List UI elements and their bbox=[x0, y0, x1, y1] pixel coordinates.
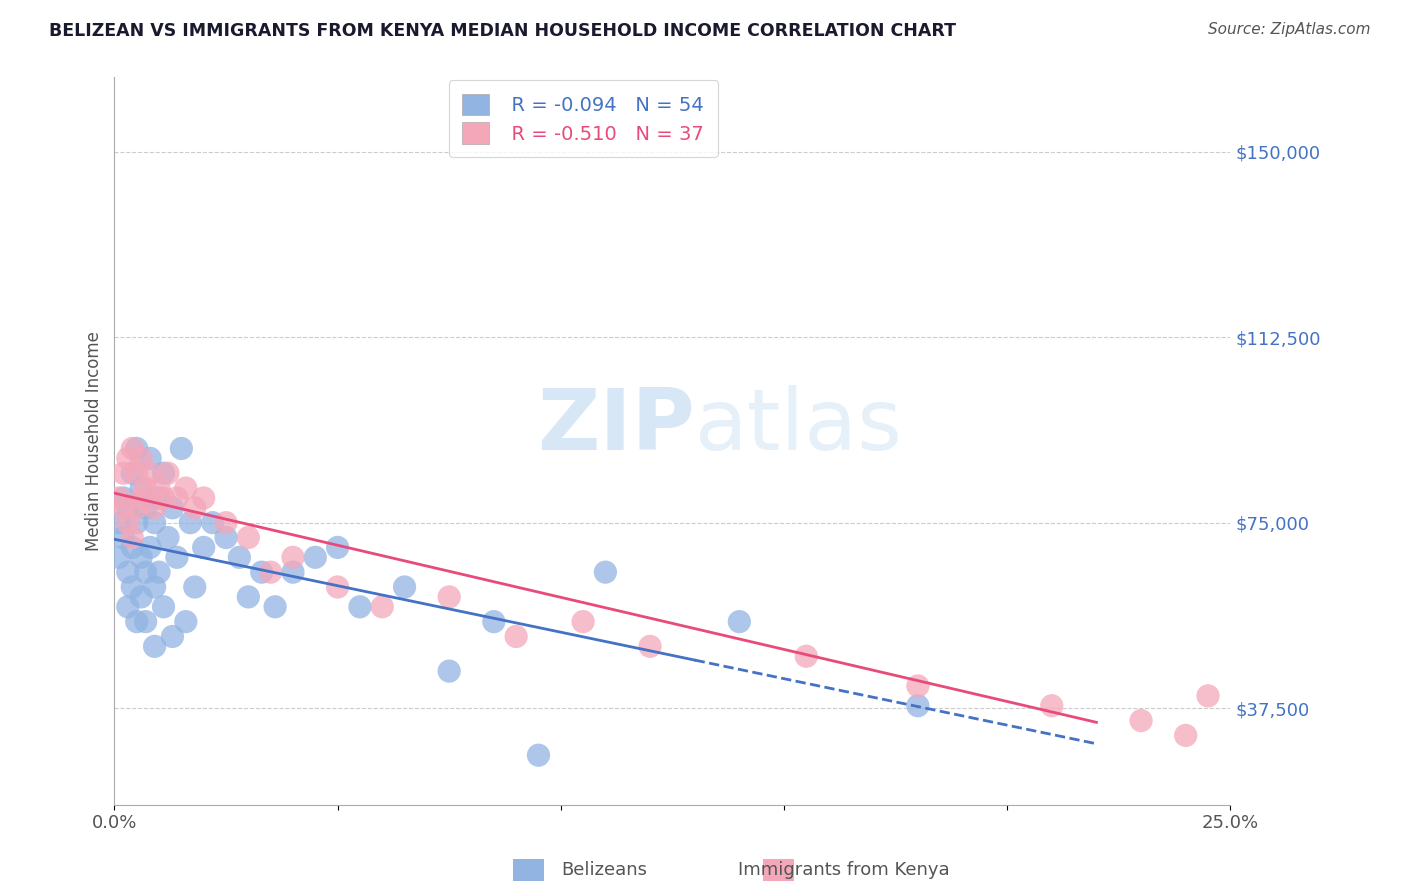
Point bbox=[170, 442, 193, 456]
Point bbox=[250, 565, 273, 579]
Point bbox=[1130, 714, 1153, 728]
Point bbox=[148, 491, 170, 505]
Point bbox=[139, 541, 162, 555]
Point bbox=[193, 491, 215, 505]
Point bbox=[162, 630, 184, 644]
Point bbox=[117, 599, 139, 614]
Point bbox=[117, 565, 139, 579]
Point bbox=[148, 565, 170, 579]
Point bbox=[117, 451, 139, 466]
Point bbox=[143, 640, 166, 654]
Point bbox=[728, 615, 751, 629]
Point bbox=[907, 698, 929, 713]
Text: Source: ZipAtlas.com: Source: ZipAtlas.com bbox=[1208, 22, 1371, 37]
Point bbox=[184, 580, 207, 594]
Point bbox=[135, 500, 157, 515]
Point bbox=[125, 467, 148, 481]
Point bbox=[638, 640, 661, 654]
Point bbox=[129, 481, 152, 495]
Point bbox=[112, 500, 135, 515]
Point bbox=[215, 531, 238, 545]
Point bbox=[139, 451, 162, 466]
Point bbox=[572, 615, 595, 629]
Point bbox=[112, 531, 135, 545]
Point bbox=[371, 599, 394, 614]
Point bbox=[135, 565, 157, 579]
Point bbox=[1040, 698, 1063, 713]
Point bbox=[527, 748, 550, 763]
Point bbox=[148, 481, 170, 495]
Point bbox=[166, 491, 188, 505]
Point bbox=[125, 442, 148, 456]
Point bbox=[108, 491, 131, 505]
Point bbox=[121, 541, 143, 555]
Y-axis label: Median Household Income: Median Household Income bbox=[86, 331, 103, 551]
Text: BELIZEAN VS IMMIGRANTS FROM KENYA MEDIAN HOUSEHOLD INCOME CORRELATION CHART: BELIZEAN VS IMMIGRANTS FROM KENYA MEDIAN… bbox=[49, 22, 956, 40]
Point bbox=[139, 467, 162, 481]
Point bbox=[215, 516, 238, 530]
Point bbox=[193, 541, 215, 555]
Point bbox=[228, 550, 250, 565]
Point bbox=[326, 541, 349, 555]
Point bbox=[121, 467, 143, 481]
Point bbox=[281, 550, 304, 565]
Point bbox=[304, 550, 326, 565]
Point bbox=[108, 550, 131, 565]
Point bbox=[108, 516, 131, 530]
Point bbox=[125, 500, 148, 515]
Point bbox=[907, 679, 929, 693]
Point bbox=[437, 664, 460, 678]
Point bbox=[152, 491, 174, 505]
Point bbox=[129, 491, 152, 505]
Legend:   R = -0.094   N = 54,   R = -0.510   N = 37: R = -0.094 N = 54, R = -0.510 N = 37 bbox=[449, 80, 717, 157]
Point bbox=[162, 500, 184, 515]
Point bbox=[129, 451, 152, 466]
Point bbox=[129, 550, 152, 565]
Point bbox=[152, 599, 174, 614]
Point bbox=[326, 580, 349, 594]
Point bbox=[156, 531, 179, 545]
Point bbox=[166, 550, 188, 565]
Text: ZIP: ZIP bbox=[537, 385, 695, 468]
Point bbox=[121, 531, 143, 545]
Point bbox=[117, 500, 139, 515]
Point bbox=[595, 565, 617, 579]
Text: atlas: atlas bbox=[695, 385, 903, 468]
Point bbox=[152, 467, 174, 481]
Text: Immigrants from Kenya: Immigrants from Kenya bbox=[738, 861, 949, 879]
Point bbox=[394, 580, 416, 594]
Point bbox=[179, 516, 201, 530]
Point bbox=[174, 615, 197, 629]
Point bbox=[156, 467, 179, 481]
Point bbox=[1197, 689, 1219, 703]
Point bbox=[184, 500, 207, 515]
Point bbox=[135, 481, 157, 495]
Point bbox=[143, 516, 166, 530]
Point bbox=[505, 630, 527, 644]
Point bbox=[129, 590, 152, 604]
Point bbox=[121, 580, 143, 594]
Point bbox=[794, 649, 817, 664]
Point bbox=[281, 565, 304, 579]
Point bbox=[143, 500, 166, 515]
Point bbox=[201, 516, 224, 530]
Text: Belizeans: Belizeans bbox=[561, 861, 648, 879]
Point bbox=[437, 590, 460, 604]
Point bbox=[349, 599, 371, 614]
Point bbox=[117, 516, 139, 530]
Point bbox=[112, 491, 135, 505]
Point bbox=[259, 565, 281, 579]
Point bbox=[238, 531, 260, 545]
Point bbox=[112, 467, 135, 481]
Point bbox=[1174, 728, 1197, 742]
Point bbox=[135, 615, 157, 629]
Point bbox=[143, 580, 166, 594]
Point bbox=[125, 516, 148, 530]
Point bbox=[264, 599, 287, 614]
Point bbox=[238, 590, 260, 604]
Point bbox=[174, 481, 197, 495]
Point bbox=[125, 615, 148, 629]
Point bbox=[482, 615, 505, 629]
Point bbox=[121, 442, 143, 456]
